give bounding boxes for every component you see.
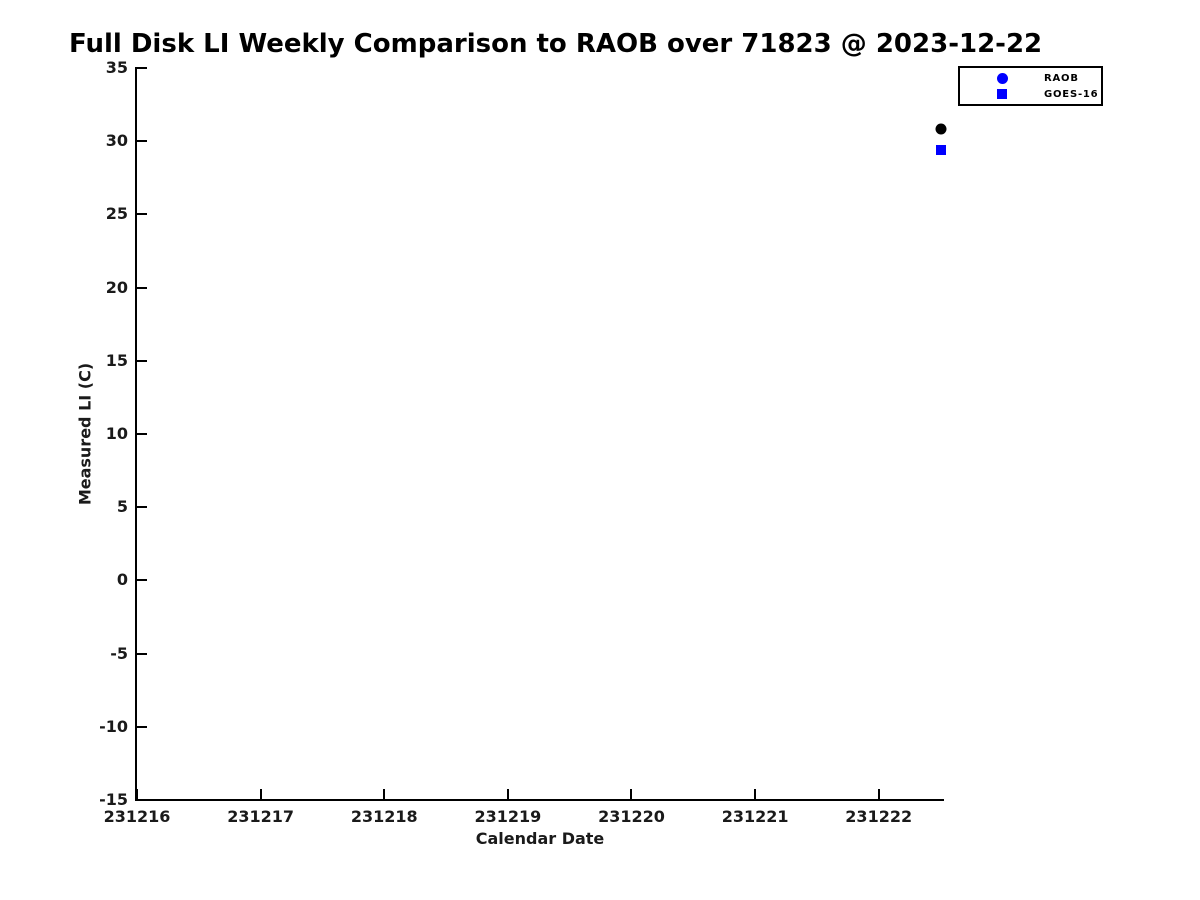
x-tick-label: 231222 [845,807,913,826]
legend-marker-cell [960,72,1044,84]
x-tick-mark [877,789,880,799]
y-tick-mark [137,799,147,801]
y-tick-label: 5 [116,497,128,517]
y-tick-mark [137,506,147,509]
x-tick-label: 231219 [474,807,542,826]
y-tick-label: -5 [110,643,128,663]
y-tick-label: 35 [105,58,128,77]
y-tick-label: 15 [105,350,128,370]
data-point-goes-16 [935,144,946,155]
x-tick-label: 231221 [721,807,789,826]
y-tick-mark [137,725,147,728]
y-tick-mark [137,286,147,289]
x-tick-mark [383,789,386,799]
y-tick-mark [137,433,147,435]
y-tick-mark [137,140,147,143]
y-tick-mark [137,579,147,582]
y-tick-label: 10 [105,424,128,443]
legend-label-raob: RAOB [1044,72,1079,84]
y-tick-label: 0 [116,570,128,590]
x-tick-mark [506,789,509,799]
x-tick-mark [630,789,633,799]
y-tick-label: -15 [99,790,128,809]
y-tick-mark [137,213,147,216]
chart-title: Full Disk LI Weekly Comparison to RAOB o… [69,29,1043,59]
x-tick-mark [136,789,138,799]
y-tick-label: 30 [105,131,128,151]
x-axis-spine [135,799,944,801]
x-tick-label: 231217 [227,807,294,826]
y-tick-mark [137,359,147,362]
x-tick-label: 231220 [598,807,665,826]
legend-marker-cell [960,89,1044,99]
data-point-raob [935,123,947,135]
y-axis-label: Measured LI (C) [75,362,95,506]
y-tick-label: 20 [105,277,128,297]
x-tick-label: 231216 [103,807,171,826]
legend-row-goes-16: GOES-16 [960,87,1101,102]
legend: RAOB GOES-16 [958,66,1103,106]
y-axis-spine [135,67,137,801]
y-tick-label: -10 [99,716,128,736]
y-tick-mark [137,67,147,69]
x-tick-mark [259,789,262,799]
x-tick-label: 231218 [350,807,418,826]
legend-circle-icon [996,72,1008,84]
legend-label-goes-16: GOES-16 [1044,88,1099,100]
y-tick-mark [137,652,147,655]
legend-row-raob: RAOB [960,71,1101,86]
x-tick-mark [754,789,757,799]
x-axis-label: Calendar Date [475,829,605,848]
y-tick-label: 25 [105,204,128,224]
legend-square-icon [997,89,1007,99]
